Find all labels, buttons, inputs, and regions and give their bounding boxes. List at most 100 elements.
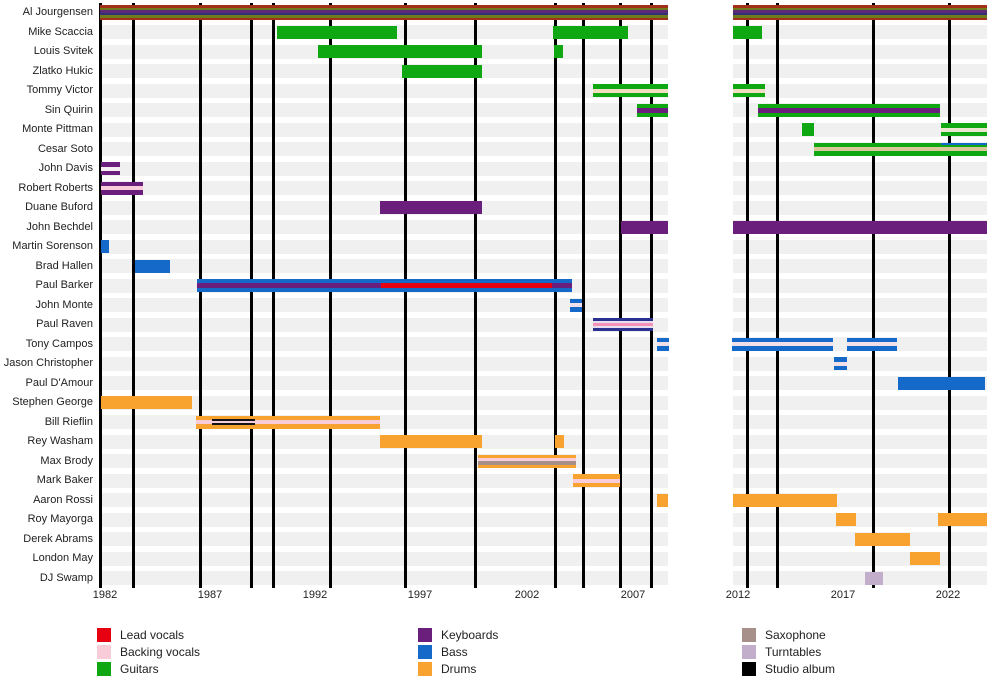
role-stripe	[593, 326, 653, 329]
role-stripe	[657, 346, 669, 351]
role-stripe	[593, 84, 668, 89]
role-stripe	[941, 131, 987, 137]
row-background-band	[733, 278, 987, 293]
row-background-band	[733, 434, 987, 449]
timeline-bar	[318, 45, 482, 59]
row-background-band	[733, 239, 987, 254]
timeline-bar	[733, 220, 987, 234]
timeline-bar	[402, 64, 482, 78]
role-stripe	[637, 112, 668, 117]
role-stripe	[732, 337, 833, 343]
timeline-bar	[100, 5, 668, 21]
studio-album-line	[328, 3, 332, 588]
role-stripe	[101, 162, 120, 167]
legend-swatch-guitars	[97, 662, 111, 676]
member-name: Monte Pittman	[22, 123, 93, 135]
role-stripe	[478, 464, 576, 468]
legend-swatch-keyboards	[418, 628, 432, 642]
role-stripe	[196, 424, 380, 429]
row-background-band	[100, 181, 668, 196]
plot-left-border	[98, 3, 102, 588]
role-stripe	[733, 92, 765, 98]
timeline-bar	[898, 376, 985, 390]
member-name: Jason Christopher	[3, 357, 93, 369]
studio-album-line	[871, 3, 875, 588]
row-background-band	[733, 395, 987, 410]
legend-label: Studio album	[765, 662, 836, 676]
member-name: Paul Raven	[36, 318, 93, 330]
role-stripe	[478, 457, 576, 462]
studio-album-line	[649, 3, 653, 588]
row-background-band	[733, 298, 987, 313]
role-stripe	[847, 337, 897, 343]
row-background-band	[100, 259, 668, 274]
timeline-bar	[135, 259, 170, 273]
member-name: Mike Scaccia	[28, 25, 93, 38]
row-background-band	[100, 337, 668, 352]
role-stripe	[733, 5, 987, 8]
role-stripe	[101, 166, 120, 171]
role-stripe	[554, 45, 563, 59]
timeline-bar	[733, 5, 987, 21]
role-stripe	[101, 181, 143, 187]
row-background-band	[100, 161, 668, 176]
timeline-bar	[732, 337, 833, 351]
role-stripe	[196, 415, 380, 421]
role-stripe	[573, 474, 620, 479]
timeline-bar	[573, 474, 620, 488]
role-stripe	[941, 127, 987, 132]
row-background-band	[100, 317, 668, 332]
member-name: John Monte	[35, 298, 93, 311]
legend-label: Backing vocals	[120, 645, 201, 659]
role-stripe	[758, 107, 940, 113]
row-background-band	[100, 551, 668, 566]
role-stripe	[101, 240, 109, 254]
x-axis-year-label: 1992	[302, 589, 328, 601]
timeline-bar	[101, 181, 143, 195]
role-stripe	[100, 12, 668, 16]
member-name: Paul Barker	[35, 279, 93, 291]
role-stripe	[758, 112, 940, 117]
legend-swatch-studio_album	[742, 662, 756, 676]
timeline-bar	[657, 337, 669, 351]
role-stripe	[733, 12, 987, 16]
timeline-bar	[910, 552, 940, 566]
row-background-band	[100, 532, 668, 547]
member-name: Rey Washam	[27, 435, 93, 447]
role-stripe	[941, 123, 987, 128]
x-axis-year-label: 1987	[197, 589, 223, 601]
role-stripe	[733, 220, 987, 234]
role-stripe	[814, 142, 987, 148]
member-name: Tommy Victor	[26, 84, 93, 96]
row-background-band	[100, 395, 668, 410]
row-background-band	[100, 142, 668, 157]
timeline-bar	[277, 25, 397, 39]
x-axis-year-label: 2012	[725, 589, 751, 601]
row-background-band	[100, 64, 668, 79]
timeline-bar	[554, 45, 563, 59]
member-name: John Bechdel	[26, 220, 93, 233]
role-stripe	[478, 461, 576, 465]
timeline-bar	[847, 337, 897, 351]
row-background-band	[733, 415, 987, 430]
role-stripe	[836, 513, 856, 527]
role-stripe	[593, 323, 653, 327]
member-name: Cesar Soto	[37, 142, 93, 155]
timeline-bar	[814, 142, 987, 156]
studio-album-line	[581, 3, 585, 588]
studio-album-line	[249, 3, 253, 588]
role-stripe	[732, 342, 833, 347]
member-name: Derek Abrams	[23, 532, 93, 545]
studio-album-line	[403, 3, 407, 588]
row-background-band	[100, 298, 668, 313]
role-stripe	[593, 92, 668, 98]
row-background-band	[100, 220, 668, 235]
role-stripe	[733, 25, 762, 39]
role-stripe	[733, 493, 837, 507]
row-background-band	[733, 512, 987, 527]
role-stripe	[814, 147, 987, 152]
member-name: Aaron Rossi	[33, 493, 93, 506]
member-name: Brad Hallen	[35, 259, 93, 272]
member-name: London May	[32, 552, 93, 564]
